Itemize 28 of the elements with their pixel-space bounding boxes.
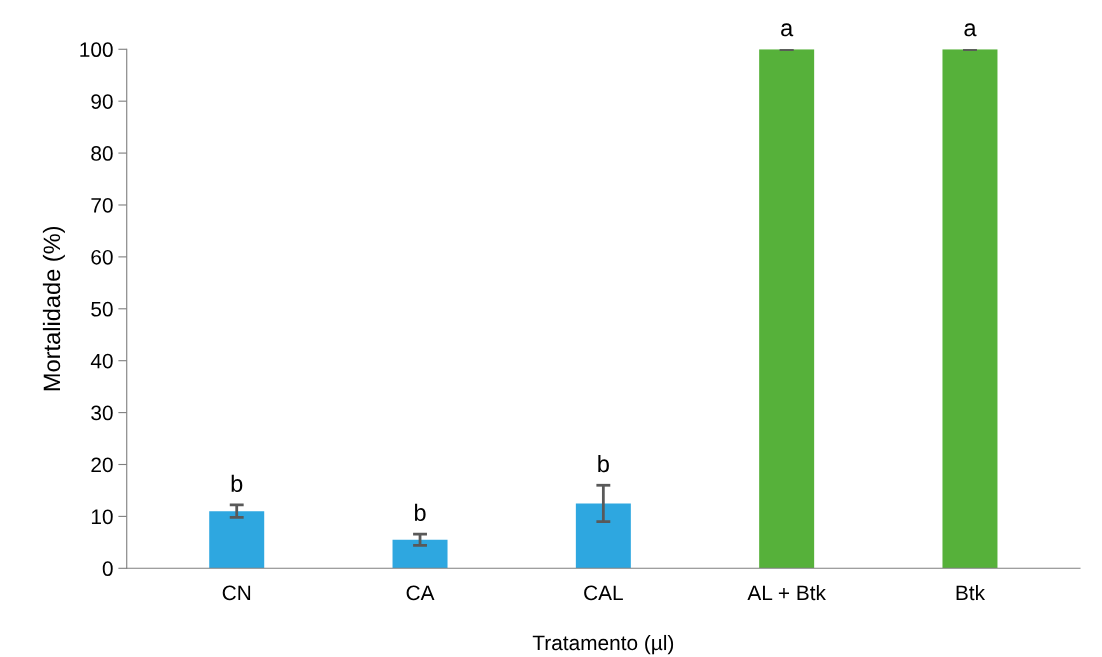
x-tick-label: AL + Btk bbox=[747, 584, 826, 601]
annotation: b bbox=[598, 454, 609, 473]
y-tick-label: 0 bbox=[102, 561, 113, 577]
y-tick-label: 30 bbox=[91, 405, 113, 421]
y-tick-label: 100 bbox=[80, 42, 113, 58]
y-tick-label: 50 bbox=[91, 301, 113, 317]
y-tick-label: 60 bbox=[91, 249, 113, 265]
bar bbox=[209, 511, 265, 569]
y-axis-title: Mortalidade (%) bbox=[42, 226, 65, 391]
annotation: b bbox=[414, 503, 426, 522]
annotation: b bbox=[231, 474, 243, 492]
x-axis-title: Tratamento (µl) bbox=[532, 634, 674, 655]
y-tick-label: 40 bbox=[90, 353, 113, 369]
bar bbox=[759, 49, 815, 569]
x-tick-label: Btk bbox=[956, 584, 986, 601]
annotation: a bbox=[781, 23, 794, 37]
x-tick-label: CA bbox=[406, 585, 435, 601]
bar bbox=[942, 49, 998, 569]
y-tick-label: 80 bbox=[91, 146, 113, 161]
y-tick-label: 90 bbox=[91, 94, 113, 109]
annotation: a bbox=[964, 23, 977, 37]
y-tick-label: 10 bbox=[91, 509, 113, 525]
bar bbox=[575, 503, 631, 569]
x-tick-label: CN bbox=[222, 585, 251, 601]
y-tick-label: 20 bbox=[91, 457, 113, 473]
x-tick-label: CAL bbox=[584, 585, 623, 601]
y-tick-label: 70 bbox=[91, 197, 113, 213]
bar bbox=[392, 539, 448, 569]
